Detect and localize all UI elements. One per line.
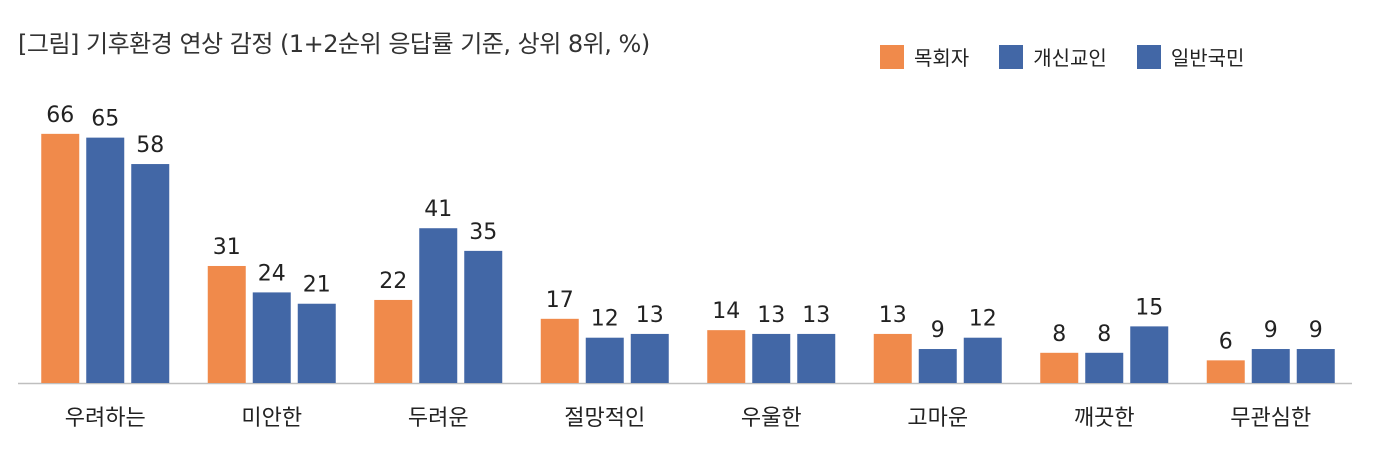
legend-item-protestants: 개신교인 [999,42,1107,71]
x-tick-label-4: 절망적인 [564,406,645,431]
data-label-protestants-8: 9 [1264,318,1278,343]
legend-item-general-public: 일반국민 [1136,42,1245,71]
legend-swatch-pastors [880,44,904,69]
bar-general-public-1 [131,164,170,383]
data-label-protestants-6: 9 [931,318,945,343]
bar-protestants-4 [585,337,624,383]
data-label-general-public-2: 21 [303,273,331,298]
data-label-protestants-1: 65 [91,107,119,132]
bar-protestants-6 [918,349,957,383]
bar-general-public-8 [1296,349,1335,383]
bar-pastors-1 [41,133,80,383]
data-label-general-public-3: 35 [469,220,497,245]
x-tick-label-1: 우려하는 [65,406,146,431]
data-label-pastors-6: 13 [879,303,907,328]
x-tick-label-5: 우울한 [741,406,802,431]
data-label-protestants-3: 41 [424,197,452,222]
bar-protestants-8 [1251,349,1290,383]
bar-general-public-5 [797,333,836,383]
bar-general-public-6 [963,337,1002,383]
data-label-general-public-6: 12 [969,307,997,332]
data-label-protestants-7: 8 [1097,322,1111,347]
data-label-pastors-4: 17 [546,288,574,313]
legend-swatch-general-public [1136,44,1161,69]
x-tick-label-7: 깨끗한 [1074,406,1135,431]
data-label-pastors-8: 6 [1219,329,1233,354]
data-label-general-public-5: 13 [802,303,830,328]
bar-protestants-3 [419,228,458,383]
legend: 목회자 개신교인 일반국민 [880,42,1244,71]
legend-label-general-public: 일반국민 [1170,46,1245,70]
data-label-general-public-4: 13 [636,303,664,328]
data-label-pastors-5: 14 [712,299,740,324]
chart-title: [그림] 기후환경 연상 감정 (1+2순위 응답률 기준, 상위 8위, %) [18,30,650,58]
bar-pastors-6 [873,333,912,383]
x-tick-label-8: 무관심한 [1230,406,1311,431]
data-label-general-public-8: 9 [1309,318,1323,343]
bar-general-public-4 [630,333,669,383]
bar-general-public-7 [1130,326,1169,384]
data-label-protestants-5: 13 [757,303,785,328]
data-label-general-public-1: 58 [136,133,164,158]
data-label-pastors-3: 22 [379,269,407,294]
bar-protestants-2 [252,292,291,383]
data-label-pastors-1: 66 [46,103,74,128]
x-tick-label-3: 두려운 [408,406,469,431]
bar-protestants-1 [86,137,125,384]
bar-general-public-3 [464,250,503,384]
legend-label-protestants: 개신교인 [1033,46,1107,70]
data-label-protestants-2: 24 [258,261,286,286]
x-tick-label-6: 고마운 [907,406,968,431]
bar-general-public-2 [297,303,336,383]
bar-protestants-5 [752,333,791,383]
bar-protestants-7 [1085,352,1124,383]
x-tick-label-2: 미안한 [241,406,302,431]
data-label-general-public-7: 15 [1135,295,1163,320]
bar-pastors-3 [374,299,413,383]
data-label-pastors-2: 31 [213,235,241,260]
bar-pastors-7 [1040,352,1079,383]
data-label-pastors-7: 8 [1052,322,1066,347]
bar-pastors-8 [1206,360,1245,383]
legend-swatch-protestants [999,44,1024,69]
bar-pastors-5 [707,330,746,383]
data-label-protestants-4: 12 [591,307,619,332]
legend-item-pastors: 목회자 [880,42,969,71]
bar-pastors-4 [540,318,579,383]
legend-label-pastors: 목회자 [914,46,970,70]
bar-pastors-2 [207,265,246,383]
